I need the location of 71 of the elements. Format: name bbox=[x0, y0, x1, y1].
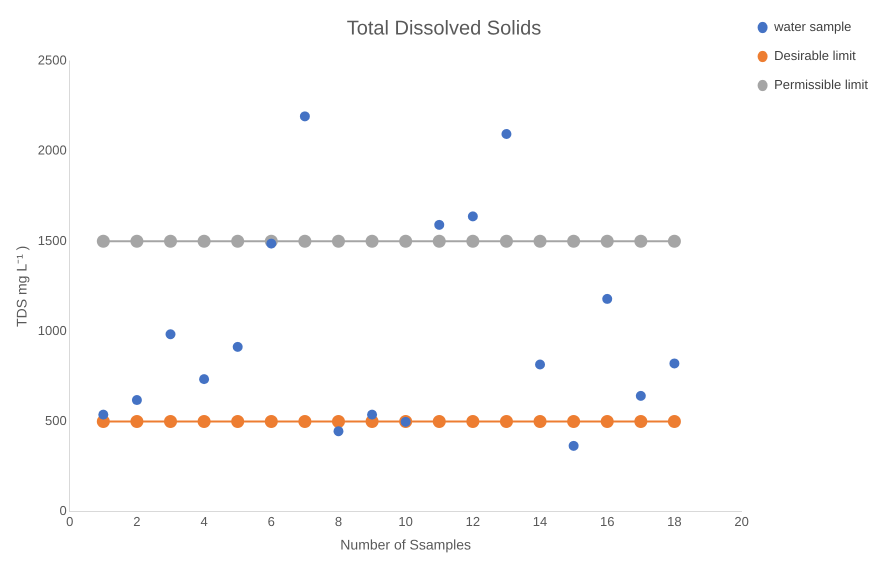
point bbox=[567, 234, 580, 248]
point bbox=[130, 414, 144, 428]
point bbox=[166, 329, 176, 340]
point bbox=[500, 234, 513, 248]
x-tick-label: 12 bbox=[466, 514, 480, 529]
point bbox=[198, 414, 211, 428]
point bbox=[231, 414, 244, 428]
point bbox=[535, 360, 546, 370]
point bbox=[399, 234, 412, 248]
x-tick-label: 2 bbox=[133, 514, 141, 529]
point bbox=[434, 220, 444, 230]
point bbox=[567, 414, 580, 428]
point bbox=[466, 234, 480, 248]
x-tick-label: 20 bbox=[734, 514, 749, 529]
point bbox=[298, 234, 312, 248]
point bbox=[264, 414, 278, 428]
y-tick-label: 1500 bbox=[38, 232, 67, 248]
point bbox=[199, 374, 210, 384]
point bbox=[130, 234, 144, 248]
x-axis-title: Number of Ssamples bbox=[340, 536, 472, 552]
point bbox=[164, 234, 177, 248]
point bbox=[300, 111, 310, 122]
point bbox=[668, 414, 681, 428]
point bbox=[332, 234, 345, 248]
chart-title: Total Dissolved Solids bbox=[346, 18, 542, 40]
point bbox=[198, 234, 211, 248]
y-axis-title: TDS mg L⁻¹ ) bbox=[13, 246, 30, 327]
point bbox=[367, 410, 378, 420]
x-tick-label: 4 bbox=[200, 514, 208, 529]
point bbox=[232, 342, 243, 352]
point bbox=[600, 234, 614, 248]
point bbox=[332, 414, 345, 428]
point bbox=[534, 414, 547, 428]
point bbox=[164, 414, 177, 428]
y-tick-label: 1000 bbox=[38, 322, 67, 338]
point bbox=[634, 234, 648, 248]
x-tick-label: 14 bbox=[532, 514, 548, 529]
point bbox=[500, 414, 513, 428]
point bbox=[636, 390, 646, 401]
x-tick-label: 18 bbox=[667, 514, 682, 529]
point bbox=[669, 358, 680, 368]
point bbox=[634, 414, 648, 428]
x-tick-label: 8 bbox=[334, 514, 342, 529]
point bbox=[366, 234, 379, 248]
point bbox=[266, 238, 276, 249]
y-tick-label: 2500 bbox=[38, 52, 67, 68]
point bbox=[98, 410, 108, 420]
x-tick-label: 6 bbox=[268, 514, 275, 529]
legend-label: Permissible limit bbox=[774, 77, 868, 92]
y-tick-label: 0 bbox=[59, 503, 67, 518]
point bbox=[466, 414, 480, 428]
point bbox=[568, 440, 579, 451]
y-tick-label: 2000 bbox=[38, 142, 67, 158]
point bbox=[432, 414, 446, 428]
point bbox=[534, 234, 547, 248]
legend-label: Desirable limit bbox=[774, 48, 856, 64]
point bbox=[602, 294, 612, 304]
point bbox=[132, 395, 142, 406]
x-tick-label: 16 bbox=[600, 514, 614, 529]
y-tick-label: 500 bbox=[45, 413, 67, 428]
point bbox=[600, 414, 614, 428]
point bbox=[231, 234, 244, 248]
point bbox=[298, 414, 312, 428]
x-tick-label: 10 bbox=[398, 514, 413, 529]
point bbox=[333, 426, 344, 436]
point bbox=[501, 128, 512, 139]
point bbox=[432, 234, 446, 248]
point bbox=[96, 234, 110, 248]
point bbox=[668, 234, 681, 248]
legend-label: water sample bbox=[773, 19, 852, 34]
point bbox=[468, 211, 478, 222]
